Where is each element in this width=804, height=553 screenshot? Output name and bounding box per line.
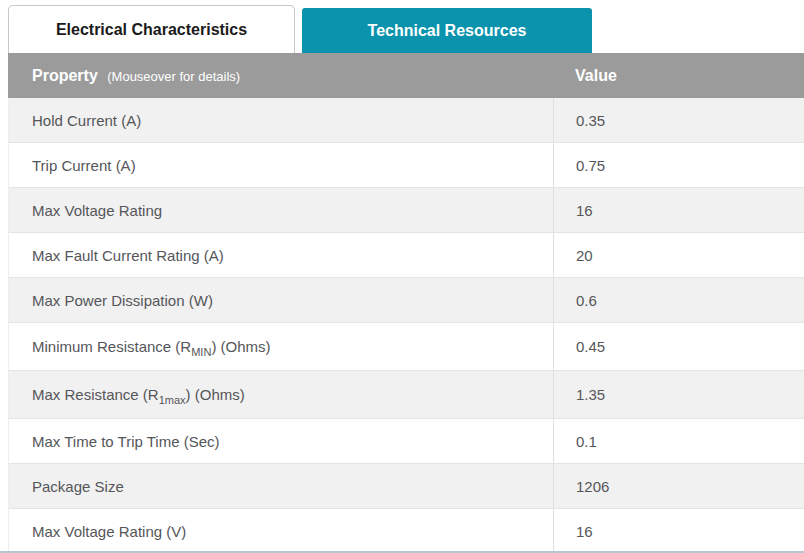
value-cell: 1.35: [554, 371, 804, 418]
value-text: 0.45: [576, 338, 605, 355]
table-row: Max Fault Current Rating (A) 20: [8, 233, 804, 278]
value-text: 16: [576, 202, 593, 219]
value-header-label: Value: [575, 67, 617, 84]
property-label: Minimum Resistance (RMIN) (Ohms): [32, 338, 271, 355]
table-row: Max Voltage Rating (V) 16: [8, 509, 804, 553]
property-column-header: Property (Mouseover for details): [8, 67, 553, 85]
value-text: 0.75: [576, 157, 605, 174]
value-cell: 16: [554, 188, 804, 232]
value-column-header: Value: [553, 67, 617, 85]
tab-technical-resources[interactable]: Technical Resources: [302, 8, 592, 53]
value-text: 1.35: [576, 386, 605, 403]
property-cell[interactable]: Trip Current (A): [9, 143, 554, 187]
value-text: 0.1: [576, 433, 597, 450]
value-text: 0.6: [576, 292, 597, 309]
property-label: Max Time to Trip Time (Sec): [32, 433, 220, 450]
value-text: 0.35: [576, 112, 605, 129]
property-label: Max Fault Current Rating (A): [32, 247, 224, 264]
value-cell: 20: [554, 233, 804, 277]
value-cell: 0.75: [554, 143, 804, 187]
property-subscript: MIN: [191, 346, 211, 358]
value-cell: 0.35: [554, 98, 804, 142]
property-cell[interactable]: Max Power Dissipation (W): [9, 278, 554, 322]
table-body: Hold Current (A) 0.35 Trip Current (A) 0…: [0, 98, 804, 553]
property-cell[interactable]: Max Voltage Rating: [9, 188, 554, 232]
value-cell: 0.1: [554, 419, 804, 463]
value-cell: 16: [554, 509, 804, 553]
property-cell[interactable]: Minimum Resistance (RMIN) (Ohms): [9, 323, 554, 370]
property-label: Package Size: [32, 478, 124, 495]
property-cell[interactable]: Package Size: [9, 464, 554, 508]
table-row: Max Resistance (R1max) (Ohms) 1.35: [8, 371, 804, 419]
property-label: Trip Current (A): [32, 157, 136, 174]
specs-table: Property (Mouseover for details) Value H…: [0, 53, 804, 553]
property-cell[interactable]: Hold Current (A): [9, 98, 554, 142]
property-cell[interactable]: Max Resistance (R1max) (Ohms): [9, 371, 554, 418]
tabs-bar: Electrical Characteristics Technical Res…: [0, 5, 804, 53]
table-row: Max Power Dissipation (W) 0.6: [8, 278, 804, 323]
property-header-label: Property: [32, 67, 98, 84]
value-text: 1206: [576, 478, 609, 495]
table-row: Hold Current (A) 0.35: [8, 98, 804, 143]
property-label: Max Voltage Rating: [32, 202, 162, 219]
value-text: 16: [576, 523, 593, 540]
table-row: Package Size 1206: [8, 464, 804, 509]
tab-electrical-characteristics[interactable]: Electrical Characteristics: [8, 5, 295, 53]
property-label: Max Power Dissipation (W): [32, 292, 213, 309]
property-cell[interactable]: Max Time to Trip Time (Sec): [9, 419, 554, 463]
property-label: Hold Current (A): [32, 112, 141, 129]
table-row: Max Voltage Rating 16: [8, 188, 804, 233]
property-label: Max Voltage Rating (V): [32, 523, 186, 540]
table-row: Minimum Resistance (RMIN) (Ohms) 0.45: [8, 323, 804, 371]
value-cell: 0.45: [554, 323, 804, 370]
property-header-hint: (Mouseover for details): [107, 69, 240, 84]
value-text: 20: [576, 247, 593, 264]
value-cell: 0.6: [554, 278, 804, 322]
property-subscript: 1max: [159, 394, 186, 406]
value-cell: 1206: [554, 464, 804, 508]
product-specs-panel: Electrical Characteristics Technical Res…: [0, 0, 804, 553]
property-label: Max Resistance (R1max) (Ohms): [32, 386, 245, 403]
table-row: Trip Current (A) 0.75: [8, 143, 804, 188]
property-cell[interactable]: Max Voltage Rating (V): [9, 509, 554, 553]
property-cell[interactable]: Max Fault Current Rating (A): [9, 233, 554, 277]
table-row: Max Time to Trip Time (Sec) 0.1: [8, 419, 804, 464]
table-header-row: Property (Mouseover for details) Value: [8, 53, 804, 98]
